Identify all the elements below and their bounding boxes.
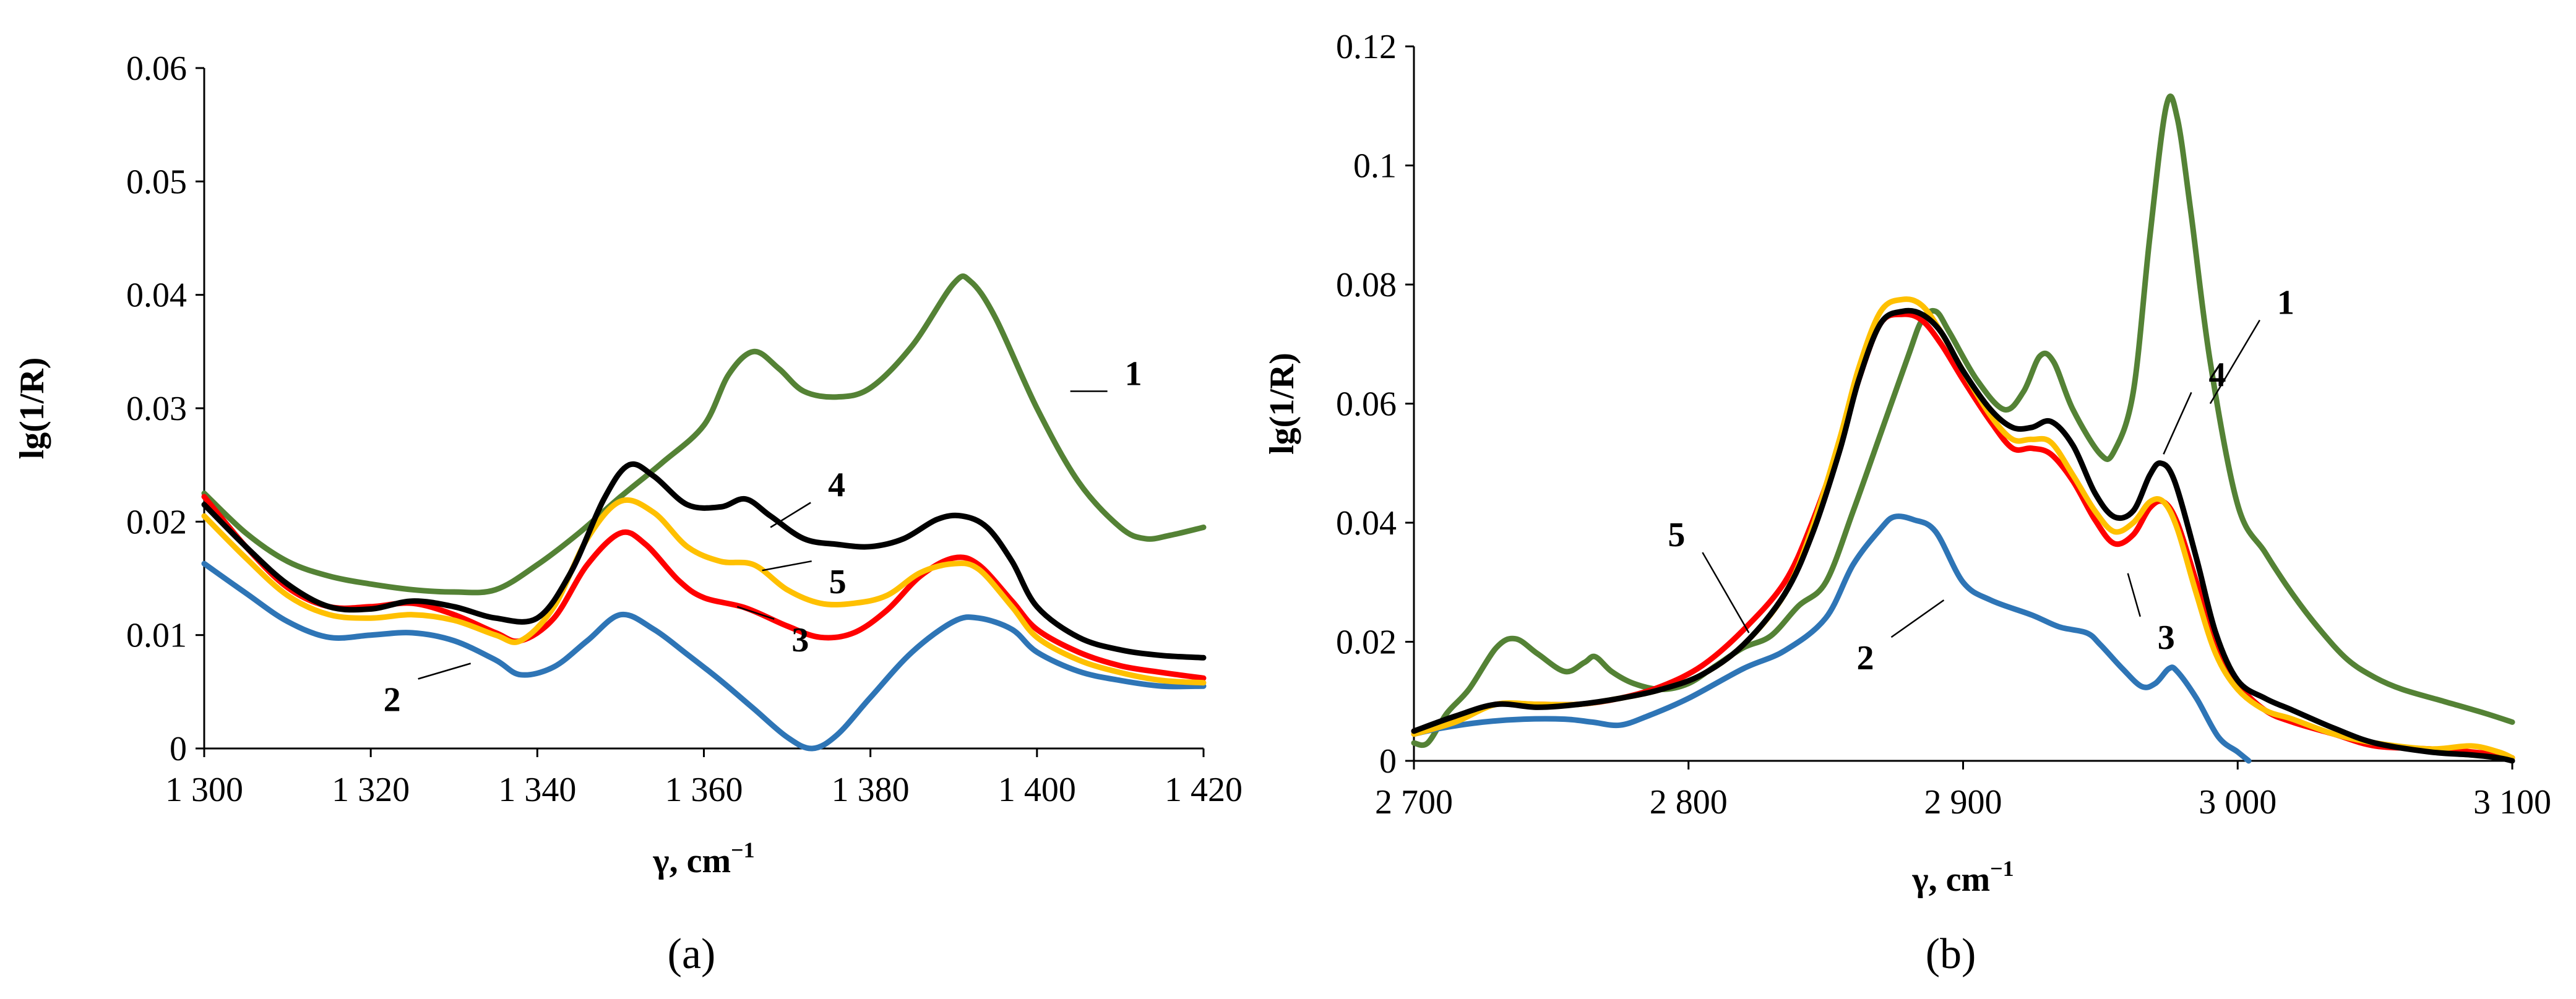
series-2-line — [201, 560, 1207, 752]
series-4-label: 4 — [2208, 356, 2226, 394]
series-5-label: 5 — [1668, 516, 1685, 554]
series-2-label: 2 — [384, 681, 401, 719]
series-3-label: 3 — [791, 621, 809, 659]
series-4-leader-line — [2163, 392, 2192, 455]
y-axis-label: lg(1/R) — [1263, 353, 1301, 455]
y-tick-label: 0 — [170, 730, 187, 768]
chart-panel-a: 0 0.01 0.02 0.03 0.04 0.05 0.06 1 300 1 320 1 340… — [13, 49, 1243, 978]
y-tick-label: 0.03 — [126, 390, 187, 428]
series-2-leader-line — [418, 662, 472, 680]
x-tick-label: 3 000 — [2199, 783, 2277, 821]
series-4-label: 4 — [828, 466, 845, 505]
x-tick-label: 2 900 — [1924, 783, 2002, 821]
x-tick-label: 2 700 — [1375, 783, 1453, 821]
y-tick-label: 0.12 — [1336, 28, 1397, 66]
x-axis-label: γ, cm−1 — [1911, 856, 2014, 899]
series-3-leader-line — [2127, 573, 2141, 617]
series-5-leader-line — [1702, 552, 1750, 633]
y-tick-label: 0.02 — [1336, 624, 1397, 662]
x-tick-label: 3 100 — [2473, 783, 2551, 821]
panel-label: (b) — [1926, 930, 1976, 978]
y-tick-label: 0.06 — [1336, 385, 1397, 424]
y-tick-label: 0.05 — [126, 163, 187, 201]
series-1-leader-line — [2209, 319, 2260, 405]
series-1-label: 1 — [2277, 284, 2294, 322]
series-3-label: 3 — [2158, 619, 2175, 657]
y-tick-label: 0 — [1379, 742, 1397, 781]
series-2-label: 2 — [1856, 639, 1874, 677]
x-tick-label: 1 400 — [998, 771, 1076, 809]
series-5-line — [201, 497, 1207, 686]
series-3-line — [1411, 311, 2515, 761]
axis-lines — [1413, 46, 2512, 762]
y-tick-label: 0.04 — [1336, 504, 1397, 542]
x-tick-label: 1 360 — [665, 771, 743, 809]
x-tick-label: 2 800 — [1650, 783, 1728, 821]
y-axis-label: lg(1/R) — [13, 358, 51, 460]
y-tick-label: 0.1 — [1353, 147, 1397, 186]
x-tick-label: 1 300 — [165, 771, 243, 809]
series-5-leader-line — [762, 560, 812, 572]
series-5-label: 5 — [829, 563, 846, 601]
series-2-line — [1411, 513, 2252, 764]
series-1-label: 1 — [1125, 355, 1142, 393]
series-1-line — [201, 273, 1207, 596]
series-1-line — [1411, 93, 2515, 748]
y-tick-label: 0.02 — [126, 503, 187, 541]
x-axis-label: γ, cm−1 — [652, 838, 754, 880]
y-tick-label: 0.04 — [126, 277, 187, 315]
x-tick-label: 1 320 — [332, 771, 410, 809]
y-tick-label: 0.06 — [126, 49, 187, 88]
y-tick-label: 0.01 — [126, 617, 187, 655]
x-tick-label: 1 380 — [832, 771, 910, 809]
y-tick-label: 0.08 — [1336, 266, 1397, 304]
series-4-line — [201, 461, 1207, 661]
panel-label: (a) — [668, 930, 716, 978]
series-4-line — [1411, 307, 2515, 764]
x-tick-label: 1 340 — [498, 771, 576, 809]
series-2-leader-line — [1890, 599, 1945, 638]
series-3-leader-line — [736, 606, 775, 620]
x-tick-label: 1 420 — [1165, 771, 1243, 809]
series-4-leader-line — [770, 502, 811, 528]
chart-panel-b: 0 0.02 0.04 0.06 0.08 0.1 0.12 2 700 2 800 2 900 3… — [1263, 28, 2551, 978]
